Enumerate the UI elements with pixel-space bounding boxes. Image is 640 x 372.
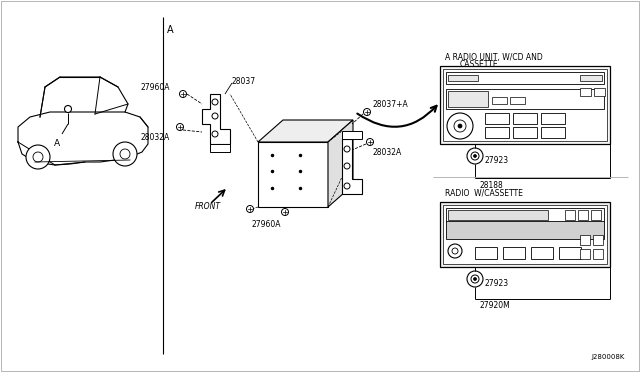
Circle shape	[212, 131, 218, 137]
Bar	[541, 113, 565, 124]
Polygon shape	[342, 131, 362, 139]
Bar	[580, 88, 591, 96]
Text: 27923: 27923	[485, 279, 509, 288]
Circle shape	[179, 90, 186, 97]
Bar	[492, 97, 507, 104]
Circle shape	[364, 109, 371, 115]
Bar	[443, 69, 607, 141]
Circle shape	[344, 163, 350, 169]
Circle shape	[367, 138, 374, 145]
Bar	[448, 210, 548, 220]
Text: 28037: 28037	[232, 77, 256, 86]
Circle shape	[344, 146, 350, 152]
Bar	[485, 113, 509, 124]
Text: 28032A: 28032A	[373, 148, 403, 157]
Polygon shape	[342, 139, 362, 194]
Circle shape	[246, 205, 253, 212]
Text: 27960A: 27960A	[141, 83, 170, 92]
Text: 27920M: 27920M	[480, 301, 511, 310]
Circle shape	[282, 208, 289, 215]
Bar	[446, 89, 604, 109]
Polygon shape	[202, 94, 230, 144]
Bar	[580, 75, 602, 81]
Bar	[475, 247, 497, 259]
Circle shape	[113, 142, 137, 166]
Circle shape	[454, 120, 466, 132]
Circle shape	[448, 244, 462, 258]
Text: 28037+A: 28037+A	[373, 99, 409, 109]
Polygon shape	[210, 144, 230, 152]
Text: RADIO  W/CASSETTE: RADIO W/CASSETTE	[445, 188, 523, 197]
Bar	[580, 235, 590, 245]
Bar	[591, 210, 601, 220]
Circle shape	[120, 149, 130, 159]
Bar	[258, 142, 328, 207]
Bar	[503, 247, 525, 259]
Text: 27960A: 27960A	[252, 220, 282, 229]
Bar	[446, 208, 604, 222]
Circle shape	[452, 248, 458, 254]
Circle shape	[474, 278, 477, 280]
Bar	[448, 91, 488, 107]
Circle shape	[458, 124, 462, 128]
Circle shape	[212, 113, 218, 119]
Bar	[513, 113, 537, 124]
Bar	[565, 210, 575, 220]
Text: 28188: 28188	[480, 181, 504, 190]
Bar	[594, 88, 605, 96]
Circle shape	[65, 106, 72, 112]
Bar	[559, 247, 581, 259]
FancyArrowPatch shape	[357, 106, 436, 127]
Polygon shape	[258, 120, 353, 142]
Bar	[513, 127, 537, 138]
Bar	[446, 72, 604, 84]
Circle shape	[212, 99, 218, 105]
Bar	[531, 247, 553, 259]
Bar	[593, 235, 603, 245]
Polygon shape	[328, 120, 353, 207]
Bar	[578, 210, 588, 220]
Circle shape	[344, 183, 350, 189]
Text: J280008K: J280008K	[591, 354, 625, 360]
Text: A: A	[54, 139, 60, 148]
Bar	[440, 202, 610, 267]
Bar	[485, 127, 509, 138]
Bar	[580, 249, 590, 259]
Bar	[593, 249, 603, 259]
Text: A: A	[167, 25, 173, 35]
Circle shape	[447, 113, 473, 139]
Circle shape	[474, 154, 477, 157]
Circle shape	[467, 148, 483, 164]
Bar	[440, 66, 610, 144]
Circle shape	[471, 152, 479, 160]
Text: 28032A: 28032A	[141, 132, 170, 141]
Bar	[448, 75, 478, 81]
Text: FRONT: FRONT	[195, 202, 221, 211]
Text: A RADIO UNIT, W/CD AND: A RADIO UNIT, W/CD AND	[445, 53, 543, 62]
Bar	[446, 221, 604, 239]
Text: 27923: 27923	[485, 155, 509, 164]
Circle shape	[33, 152, 43, 162]
Bar	[541, 127, 565, 138]
Circle shape	[471, 275, 479, 283]
Circle shape	[177, 124, 184, 131]
Circle shape	[467, 271, 483, 287]
Text: CASSETTE: CASSETTE	[460, 60, 499, 69]
Circle shape	[26, 145, 50, 169]
Bar	[510, 97, 525, 104]
Bar	[443, 205, 607, 264]
